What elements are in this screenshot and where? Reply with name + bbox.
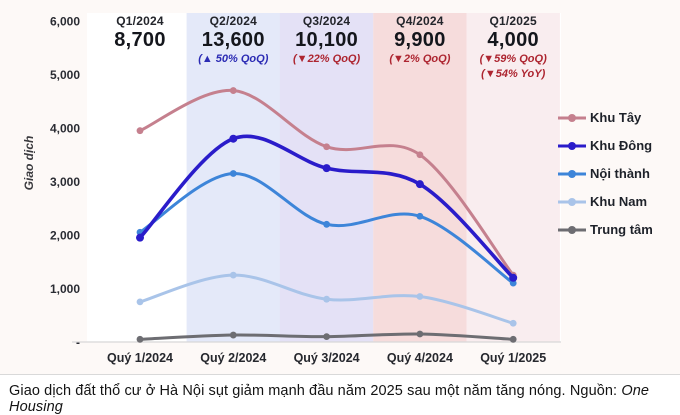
data-point xyxy=(229,170,237,177)
annotation-total: 13,600 xyxy=(201,29,265,51)
legend-item-3: Nội thành xyxy=(557,164,653,183)
y-tick-label: - xyxy=(76,336,80,350)
data-point xyxy=(323,143,330,151)
data-point xyxy=(509,279,517,287)
legend-marker-icon xyxy=(558,197,586,206)
y-tick-label: 2,000 xyxy=(50,229,80,243)
data-point xyxy=(323,333,330,341)
legend-label: Khu Đông xyxy=(590,138,653,153)
annotation-total: 4,000 xyxy=(487,29,539,51)
legend-marker-icon xyxy=(558,225,586,234)
annotation-q3-2024: Q3/2024 10,100 (▼22% QoQ) xyxy=(280,14,373,67)
line-chart: - 1,000 2,000 3,000 4,000 5,000 6,000 Giao dịch… xyxy=(22,13,561,365)
annotation-total: 8,700 xyxy=(114,29,166,51)
highlight-band-1 xyxy=(186,13,280,342)
annotation-q2-2024: Q2/2024 13,600 (▲ 50% QoQ) xyxy=(187,14,280,67)
data-point xyxy=(136,335,144,343)
annotation-q4-2024: Q4/2024 9,900 (▼2% QoQ) xyxy=(373,14,466,67)
data-point xyxy=(509,335,517,343)
legend-marker-icon xyxy=(558,141,586,150)
x-tick-label: Quý 3/2024 xyxy=(294,351,360,365)
caption-text: Giao dịch đất thổ cư ở Hà Nội sụt giảm m… xyxy=(0,375,680,415)
data-point xyxy=(416,293,424,300)
data-point xyxy=(323,295,330,303)
annotation-change-down: (▼22% QoQ) xyxy=(293,53,361,65)
quarter-annotations: Q1/2024 8,700 Q2/2024 13,600 (▲ 50% QoQ) Q3/2… xyxy=(0,0,680,100)
annotation-change-down: (▼59% QoQ) xyxy=(479,53,547,65)
legend-item-2: Khu Đông xyxy=(557,136,653,155)
y-tick-label: 6,000 xyxy=(50,15,80,29)
x-tick-label: Quý 2/2024 xyxy=(200,351,266,365)
caption-main: Giao dịch đất thổ cư ở Hà Nội sụt giảm m… xyxy=(9,383,566,399)
legend-label: Khu Tây xyxy=(590,110,642,125)
y-tick-label: 5,000 xyxy=(50,68,80,82)
x-tick-label: Quý 4/2024 xyxy=(387,351,453,365)
y-tick-label: 3,000 xyxy=(50,175,80,189)
annotation-change-up: (▲ 50% QoQ) xyxy=(198,53,269,65)
data-point xyxy=(136,298,144,306)
data-point xyxy=(416,151,424,159)
legend-item-4: Khu Nam xyxy=(557,192,653,211)
legend-marker-icon xyxy=(558,169,586,178)
data-point xyxy=(415,180,424,189)
annotation-quarter: Q4/2024 xyxy=(396,14,444,28)
annotation-change-down: (▼2% QoQ) xyxy=(389,53,451,65)
x-tick-label: Quý 1/2024 xyxy=(107,351,173,365)
y-axis-title: Giao dịch xyxy=(22,136,36,191)
data-point xyxy=(229,87,237,94)
legend-label: Nội thành xyxy=(590,166,650,181)
annotation-q1-2025: Q1/2025 4,000 (▼59% QoQ) (▼54% YoY) xyxy=(467,14,560,82)
annotation-total: 10,100 xyxy=(295,29,359,51)
annotation-q1-2024: Q1/2024 8,700 xyxy=(93,14,186,52)
legend-marker-icon xyxy=(558,113,586,122)
highlight-band-3 xyxy=(373,13,467,342)
annotation-quarter: Q1/2025 xyxy=(489,14,537,28)
x-tick-label: Quý 1/2025 xyxy=(480,351,546,365)
data-point xyxy=(136,233,144,242)
annotation-quarter: Q3/2024 xyxy=(302,14,351,28)
caption-bar: Giao dịch đất thổ cư ở Hà Nội sụt giảm m… xyxy=(0,374,680,415)
chart-legend: Khu Tây Khu Đông Nội thành Khu Nam Trung tâm xyxy=(557,108,653,248)
y-tick-label: 4,000 xyxy=(50,122,80,136)
data-point xyxy=(322,164,331,173)
data-point xyxy=(323,220,330,228)
annotation-change-down: (▼54% YoY) xyxy=(481,68,546,80)
y-tick-label: 1,000 xyxy=(50,282,80,296)
highlight-band-4 xyxy=(466,13,560,342)
caption-source-prefix: Nguồn: xyxy=(569,383,618,399)
data-point xyxy=(416,330,424,338)
data-point xyxy=(229,134,238,143)
data-point xyxy=(509,273,518,282)
legend-label: Trung tâm xyxy=(590,222,653,237)
highlight-band-2 xyxy=(279,13,374,342)
data-point xyxy=(416,212,424,220)
data-point xyxy=(229,271,237,279)
annotation-quarter: Q2/2024 xyxy=(209,14,257,28)
legend-item-1: Khu Tây xyxy=(557,108,653,127)
annotation-quarter: Q1/2024 xyxy=(116,14,164,28)
legend-item-5: Trung tâm xyxy=(557,220,653,239)
data-point xyxy=(136,127,144,135)
annotation-total: 9,900 xyxy=(394,29,446,51)
legend-label: Khu Nam xyxy=(590,194,648,209)
data-point xyxy=(229,331,237,339)
data-point xyxy=(509,319,517,327)
chart-area: - 1,000 2,000 3,000 4,000 5,000 6,000 Giao dịch… xyxy=(0,0,680,365)
